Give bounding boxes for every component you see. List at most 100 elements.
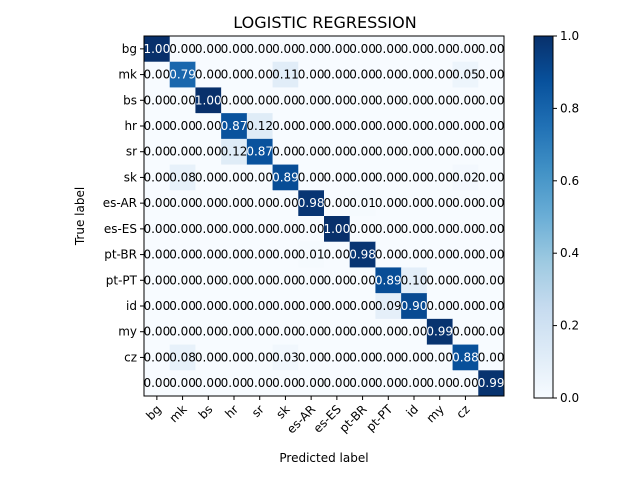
heatmap-cell: [349, 241, 376, 268]
y-tick-label: sk: [124, 170, 137, 184]
heatmap-cell: [272, 190, 299, 217]
heatmap-cell: [144, 113, 171, 140]
y-axis-label: True label: [73, 187, 87, 246]
cell-value-label: 0.00: [169, 376, 196, 390]
heatmap-cell: [324, 87, 351, 114]
cell-value-label: 0.00: [401, 248, 428, 262]
cell-value-label: 0.00: [452, 376, 479, 390]
colorbar-tick-label: 0.0: [560, 391, 579, 405]
x-tick-label: id: [403, 402, 421, 420]
cell-value-label: 0.00: [195, 119, 222, 133]
heatmap-cell: [221, 138, 248, 165]
cell-value-label: 0.00: [246, 325, 273, 339]
heatmap-cell: [169, 138, 196, 165]
heatmap-cell: [426, 138, 453, 165]
heatmap-cell: [324, 216, 351, 243]
cell-value-label: 0.00: [221, 273, 248, 287]
heatmap-cell: [298, 267, 325, 294]
heatmap-cell: [195, 267, 222, 294]
heatmap-cell: [478, 164, 505, 191]
cell-value-label: 0.00: [349, 93, 376, 107]
cell-value-label: 0.00: [452, 93, 479, 107]
cell-value-label: 0.10: [401, 273, 428, 287]
heatmap-cell: [324, 370, 351, 397]
heatmap-cell: [169, 293, 196, 320]
cell-value-label: 0.00: [221, 42, 248, 56]
heatmap-cell: [401, 370, 428, 397]
y-axis-ticks: bg mk bs hr sr sk es-AR es-ES pt-BR pt-PT id my cz: [103, 42, 144, 364]
cell-value-label: 0.00: [298, 145, 325, 159]
cell-value-label: 0.00: [401, 68, 428, 82]
cell-value-label: 0.00: [349, 119, 376, 133]
heatmap-cell: [349, 87, 376, 114]
heatmap-cell: [478, 36, 505, 63]
cell-value-label: 0.00: [426, 376, 453, 390]
cell-value-label: 0.00: [375, 196, 402, 210]
cell-value-label: 0.00: [143, 196, 170, 210]
colorbar: [533, 35, 554, 399]
cell-value-label: 0.00: [221, 222, 248, 236]
cell-value-label: 0.00: [401, 376, 428, 390]
cell-value-label: 0.00: [349, 325, 376, 339]
heatmap-cell: [246, 216, 273, 243]
cell-value-label: 0.00: [323, 248, 350, 262]
heatmap-cell: [349, 318, 376, 345]
cell-value-label: 0.02: [452, 170, 479, 184]
cell-value-label: 0.12: [246, 119, 273, 133]
colorbar-tick-label: 1.0: [560, 29, 579, 43]
heatmap-cell: [169, 190, 196, 217]
heatmap-cell: [298, 138, 325, 165]
heatmap-cell: [375, 267, 402, 294]
heatmap-cell: [452, 370, 479, 397]
cell-value-label: 0.00: [195, 248, 222, 262]
heatmap-cell: [401, 241, 428, 268]
cell-value-label: 0.00: [375, 350, 402, 364]
cell-value-label: 0.00: [375, 119, 402, 133]
heatmap-cell: [169, 113, 196, 140]
cell-value-label: 0.00: [272, 299, 299, 313]
cell-value-label: 0.00: [298, 42, 325, 56]
heatmap-cell: [221, 344, 248, 371]
heatmap-cell: [324, 241, 351, 268]
cell-value-label: 0.00: [478, 119, 505, 133]
cell-value-label: 0.00: [349, 68, 376, 82]
y-tick-label: es-AR: [103, 196, 137, 210]
heatmap-cell: [144, 370, 171, 397]
cell-value-label: 0.00: [143, 68, 170, 82]
heatmap-cell: [272, 164, 299, 191]
cell-value-label: 0.00: [169, 299, 196, 313]
heatmap-cell: [452, 318, 479, 345]
heatmap-cell: [272, 61, 299, 88]
heatmap-cell: [169, 164, 196, 191]
colorbar-tick-label: 0.6: [560, 174, 579, 188]
heatmap-cell: [375, 318, 402, 345]
heatmap-cell: [298, 87, 325, 114]
cell-value-label: 0.00: [349, 299, 376, 313]
cell-value-label: 0.00: [298, 119, 325, 133]
cell-value-label: 0.99: [478, 376, 505, 390]
cell-value-label: 0.00: [478, 196, 505, 210]
cell-value-label: 0.00: [478, 273, 505, 287]
cell-value-label: 0.00: [478, 222, 505, 236]
heatmap-cell: [144, 164, 171, 191]
cell-value-label: 0.00: [323, 119, 350, 133]
heatmap-cell: [169, 267, 196, 294]
heatmap-cell: [349, 190, 376, 217]
cell-value-label: 0.00: [143, 93, 170, 107]
cell-value-label: 0.00: [349, 42, 376, 56]
heatmap-cell: [246, 164, 273, 191]
cell-value-label: 0.00: [195, 376, 222, 390]
cell-value-label: 0.00: [323, 299, 350, 313]
cell-value-label: 0.00: [272, 325, 299, 339]
cell-value-label: 0.00: [298, 68, 325, 82]
cell-value-label: 0.00: [375, 170, 402, 184]
heatmap-cell: [478, 318, 505, 345]
cell-value-label: 0.00: [195, 42, 222, 56]
cell-value-label: 0.00: [375, 145, 402, 159]
y-tick-label: bg: [122, 42, 137, 56]
cell-value-label: 0.00: [169, 222, 196, 236]
heatmap-cell: [478, 344, 505, 371]
heatmap-cell: [349, 113, 376, 140]
y-tick-label: mk: [118, 68, 137, 82]
